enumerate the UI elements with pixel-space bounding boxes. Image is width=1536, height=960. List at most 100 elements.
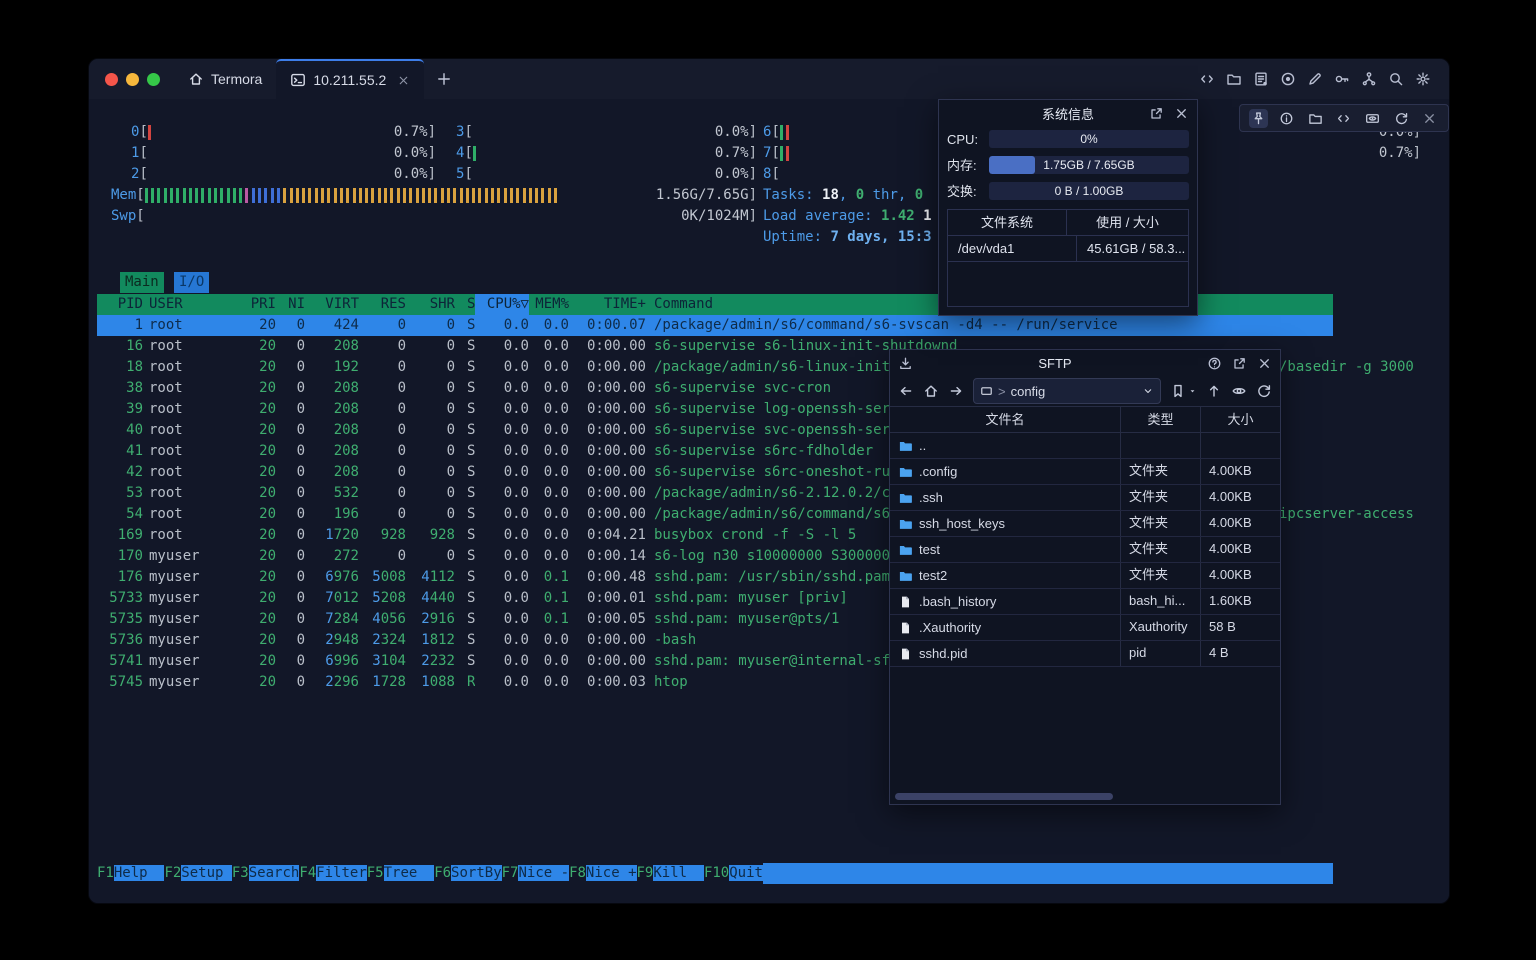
process-row-pid-39[interactable]: 39 root 20 0 208 0 0 S 0.0 0.0 0:00.00 s6-supervise… (126, 401, 899, 417)
horizontal-scrollbar-thumb[interactable] (895, 793, 1113, 800)
sftp-column-大小[interactable]: 大小 (1227, 412, 1254, 427)
process-row-pid-169[interactable]: 169 root 20 0 1720 928 928 S 0.0 0.0 0:04.21 busybo… (117, 527, 857, 543)
bookmark-icon[interactable] (1170, 383, 1186, 399)
file-row-test[interactable]: test 文件夹 4.00KB (890, 537, 1280, 563)
process-row-pid-41[interactable]: 41 root 20 0 208 0 0 S 0.0 0.0 0:00.00 s6-supervise… (126, 443, 874, 459)
process-row-pid-18[interactable]: 18 root 20 0 192 0 0 S 0.0 0.0 0:00.00/package/adm… (126, 359, 899, 375)
file-row-sshd.pid[interactable]: sshd.pid pid 4 B (890, 641, 1280, 667)
fkey-f2[interactable]: F2Setup (164, 865, 232, 881)
process-row-pid-38[interactable]: 38 root 20 0 208 0 0 S 0.0 0.0 0:00.00 s6-supervise… (126, 380, 832, 396)
eye-icon[interactable] (1231, 383, 1247, 399)
column-header-s[interactable]: S (467, 296, 476, 312)
folder-icon[interactable] (1306, 109, 1325, 128)
process-row-pid-42[interactable]: 42 root 20 0 208 0 0 S 0.0 0.0 0:00.00 s6-supervise… (126, 464, 899, 480)
file-row-.ssh[interactable]: .ssh 文件夹 4.00KB (890, 485, 1280, 511)
caret-down-icon[interactable] (1188, 383, 1197, 399)
record-icon[interactable] (1280, 71, 1296, 87)
file-row-..[interactable]: .. (890, 433, 1280, 459)
edit-icon[interactable] (1307, 71, 1323, 87)
fkey-f7[interactable]: F7Nice - (501, 865, 570, 881)
folder-icon (898, 543, 913, 557)
fkey-f6[interactable]: F6SortBy (434, 865, 502, 881)
keychain-icon[interactable] (1361, 71, 1377, 87)
new-tab-button[interactable] (424, 59, 464, 99)
column-header-ni[interactable]: NI (288, 296, 305, 312)
open-in-window-icon[interactable] (1232, 356, 1247, 371)
process-row-pid-40[interactable]: 40 root 20 0 208 0 0 S 0.0 0.0 0:00.00 s6-supervise… (126, 422, 899, 438)
terminal[interactable]: 0[0.7%] 1[0.0%] 2[0.0%] 3[0.0%] 4[0.7%] 5[0.0… (89, 99, 1449, 903)
close-icon[interactable] (1174, 106, 1189, 121)
code-icon[interactable] (1334, 109, 1353, 128)
minimize-window-button[interactable] (126, 72, 139, 86)
process-row-pid-5741[interactable]: 5741 myuser 20 0 6996 3104 2232 S 0.0 0.0 0:00.00 s… (109, 653, 899, 669)
file-row-.Xauthority[interactable]: .Xauthority Xauthority 58 B (890, 615, 1280, 641)
filesystem-table: 文件系统 使用 / 大小 /dev/vda1 45.61GB / 58.3... (947, 209, 1189, 307)
process-row-pid-16[interactable]: 16 root 20 0 208 0 0 S 0.0 0.0 0:00.00 s6-supervise… (126, 338, 958, 354)
column-header-res[interactable]: RES (380, 296, 406, 312)
folder-icon (898, 439, 913, 453)
log-icon[interactable] (1253, 71, 1269, 87)
column-header-virt[interactable]: VIRT (325, 296, 359, 312)
open-in-window-icon[interactable] (1149, 106, 1164, 121)
sftp-column-文件名[interactable]: 文件名 (890, 407, 1121, 432)
column-header-mem[interactable]: MEM% (535, 296, 569, 312)
chevron-down-icon[interactable] (1142, 385, 1154, 397)
forward-icon[interactable] (948, 383, 964, 399)
column-header-pid[interactable]: PID (117, 296, 143, 312)
close-icon[interactable] (1257, 356, 1272, 371)
search-icon[interactable] (1388, 71, 1404, 87)
back-icon[interactable] (898, 383, 914, 399)
file-row-.bash_history[interactable]: .bash_history bash_hi... 1.60KB (890, 589, 1280, 615)
process-row-pid-176[interactable]: 176 myuser 20 0 6976 5008 4112 S 0.0 0.1 0:00.48 ss… (117, 569, 891, 585)
process-row-pid-53[interactable]: 53 root 20 0 532 0 0 S 0.0 0.0 0:00.00/package/adm… (126, 485, 899, 501)
info-icon[interactable] (1277, 109, 1296, 128)
process-row-pid-5733[interactable]: 5733 myuser 20 0 7012 5208 4440 S 0.0 0.1 0:00.01 s… (109, 590, 848, 606)
fkey-f8[interactable]: F8Nice + (569, 865, 637, 881)
folder-icon[interactable] (1226, 71, 1242, 87)
process-row-pid-54[interactable]: 54 root 20 0 196 0 0 S 0.0 0.0 0:00.00/package/adm… (126, 506, 899, 522)
close-window-button[interactable] (105, 72, 118, 86)
upload-icon[interactable] (1206, 383, 1222, 399)
settings-icon[interactable] (1415, 71, 1431, 87)
filesystem-row: /dev/vda1 45.61GB / 58.3... (948, 236, 1188, 262)
process-row-pid-1[interactable]: 1 root 20 0 424 0 0 S 0.0 0.0 0:00.07/package/admi… (97, 315, 1333, 336)
htop-tab-io[interactable]: I/O (174, 272, 210, 293)
zoom-window-button[interactable] (147, 72, 160, 86)
close-icon[interactable] (1420, 109, 1439, 128)
file-row-.config[interactable]: .config 文件夹 4.00KB (890, 459, 1280, 485)
gpu-icon[interactable] (1363, 109, 1382, 128)
process-row-pid-5735[interactable]: 5735 myuser 20 0 7284 4056 2916 S 0.0 0.1 0:00.05 s… (109, 611, 840, 627)
refresh-icon[interactable] (1392, 109, 1411, 128)
pin-icon[interactable] (1248, 108, 1268, 128)
tab-termora[interactable]: Termora (174, 59, 276, 99)
metric-row: 内存: 1.75GB / 7.65GB (939, 151, 1197, 177)
process-row-pid-170[interactable]: 170 myuser 20 0 272 0 0 S 0.0 0.0 0:00.14 s6-log n3… (117, 548, 899, 564)
home-icon[interactable] (923, 383, 939, 399)
download-icon[interactable] (898, 356, 913, 371)
help-icon[interactable] (1207, 356, 1222, 371)
tab-session[interactable]: 10.211.55.2 (276, 59, 425, 99)
fkey-f3[interactable]: F3Search (231, 865, 300, 881)
code-icon[interactable] (1199, 71, 1215, 87)
fkey-f4[interactable]: F4Filter (299, 865, 367, 881)
process-row-pid-5736[interactable]: 5736 myuser 20 0 2948 2324 1812 S 0.0 0.0 0:00.00-… (109, 632, 697, 648)
sftp-column-类型[interactable]: 类型 (1121, 407, 1201, 432)
close-tab-icon[interactable] (397, 74, 410, 87)
column-header-cpu[interactable]: CPU%▽ (475, 294, 529, 315)
key-icon[interactable] (1334, 71, 1350, 87)
process-row-pid-5745[interactable]: 5745 myuser 20 0 2296 1728 1088 R 0.0 0.0 0:00.03 h… (109, 674, 688, 690)
fkey-f9[interactable]: F9Kill (636, 865, 704, 881)
htop-tab-main[interactable]: Main (120, 272, 164, 293)
refresh-icon[interactable] (1256, 383, 1272, 399)
column-header-user[interactable]: USER (149, 296, 183, 312)
path-breadcrumb[interactable]: > config (973, 378, 1161, 404)
fkey-f1[interactable]: F1Help (97, 865, 165, 881)
fkey-f5[interactable]: F5Tree (366, 865, 435, 881)
fkey-f10[interactable]: F10Quit (703, 865, 763, 881)
file-row-test2[interactable]: test2 文件夹 4.00KB (890, 563, 1280, 589)
column-header-time[interactable]: TIME+ (603, 296, 646, 312)
column-header-pri[interactable]: PRI (250, 296, 276, 312)
column-header-shr[interactable]: SHR (429, 296, 455, 312)
file-row-ssh_host_keys[interactable]: ssh_host_keys 文件夹 4.00KB (890, 511, 1280, 537)
column-header-command[interactable]: Command (654, 296, 714, 312)
